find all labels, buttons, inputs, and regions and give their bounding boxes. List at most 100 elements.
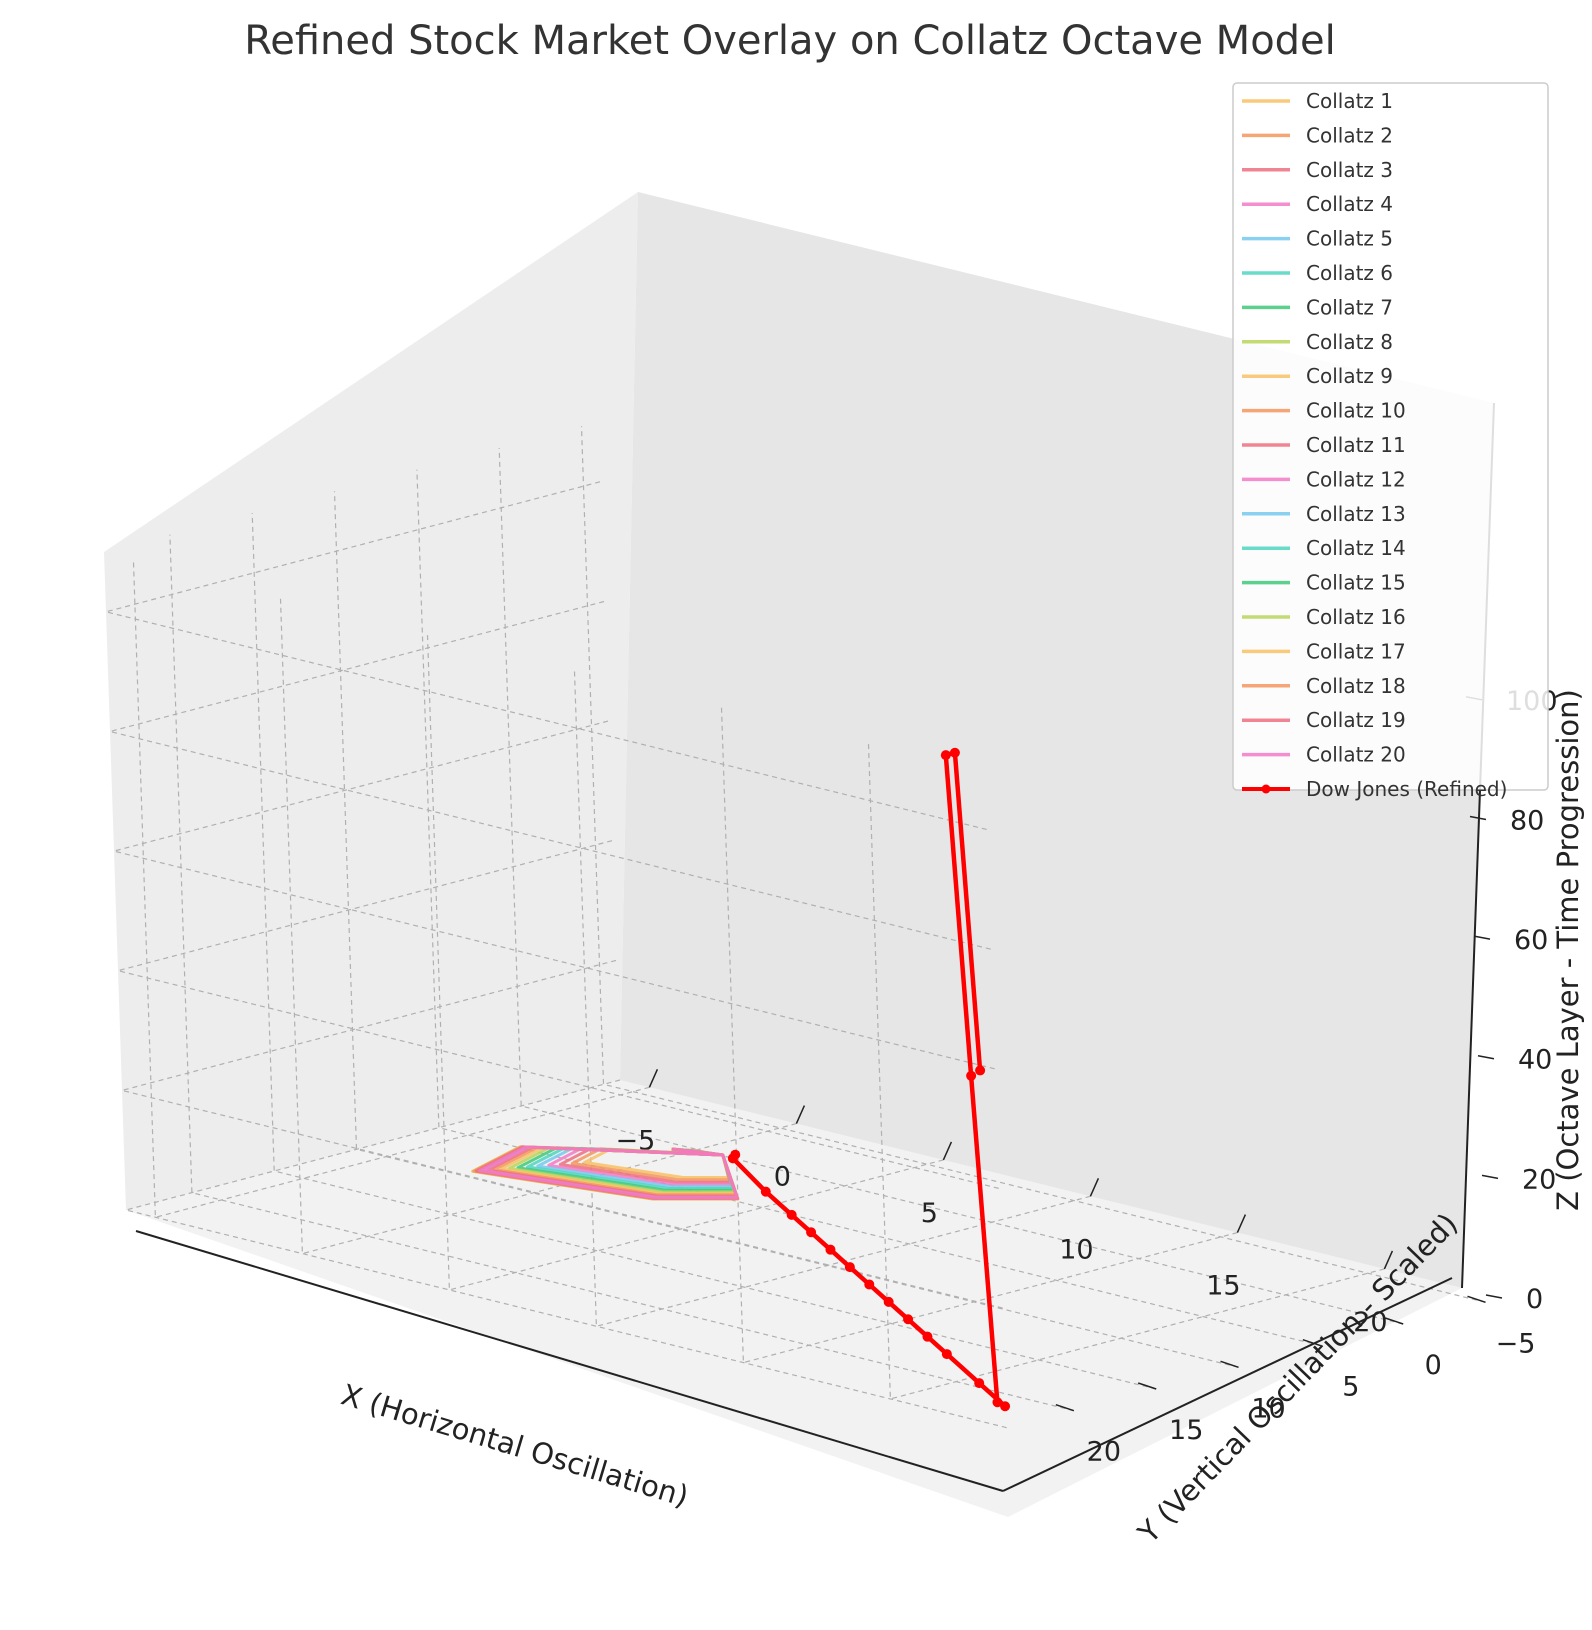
legend-label: Collatz 9 [1306, 364, 1393, 388]
legend-label: Collatz 5 [1306, 227, 1393, 251]
dow-point [883, 1296, 894, 1307]
x-tick-label: 15 [1206, 1271, 1240, 1302]
x-tick [942, 1141, 953, 1161]
y-tick [1220, 1360, 1239, 1369]
grid-line [867, 740, 1385, 1400]
y-tick-label: 20 [1087, 1437, 1121, 1468]
legend-entry: Collatz 5 [1242, 227, 1393, 251]
legend-label: Collatz 1 [1306, 89, 1393, 113]
grid-line [121, 959, 1005, 1309]
series-lines [471, 747, 1011, 1412]
legend-entry: Collatz 2 [1242, 123, 1393, 147]
dow-point [786, 1209, 797, 1220]
dow-point [949, 747, 960, 758]
legend-entry: Collatz 4 [1242, 192, 1393, 216]
y-tick [1055, 1403, 1075, 1412]
legend-label: Collatz 8 [1306, 330, 1393, 354]
dow-point [760, 1186, 771, 1197]
dow-point [806, 1227, 817, 1238]
dow-point [992, 1397, 1003, 1408]
legend-entry: Collatz 11 [1242, 433, 1406, 457]
x-axis-line [135, 1230, 1004, 1492]
dow-point [844, 1262, 855, 1273]
legend-entry: Collatz 9 [1242, 364, 1393, 388]
grid-line [117, 840, 1001, 1190]
grid-line [105, 481, 989, 831]
back-left-pane [104, 192, 638, 1210]
grid-line [125, 1079, 1009, 1429]
dow-point [727, 1153, 738, 1164]
legend-entry: Collatz 20 [1242, 743, 1406, 767]
legend-label: Collatz 18 [1306, 674, 1406, 698]
dow-point [903, 1314, 914, 1325]
y-tick-label: 0 [1425, 1350, 1442, 1381]
dow-point [1000, 1401, 1011, 1412]
legend-entry: Collatz 13 [1242, 502, 1406, 526]
x-tick [1383, 1250, 1394, 1270]
legend: Collatz 1 Collatz 2 Collatz 3 Collatz 4 Coll… [1232, 82, 1549, 801]
legend-entry: Collatz 14 [1242, 536, 1406, 560]
y-tick-label: 15 [1169, 1415, 1203, 1446]
grid-line [113, 720, 997, 1070]
legend-label: Collatz 6 [1306, 261, 1393, 285]
grid-lines [105, 426, 1486, 1429]
legend-swatch-marker [1261, 784, 1271, 794]
x-tick [1236, 1214, 1247, 1233]
x-tick-label: 5 [921, 1198, 938, 1229]
z-tick [1477, 1054, 1495, 1060]
legend-label: Collatz 7 [1306, 295, 1393, 319]
y-tick [1137, 1382, 1157, 1390]
z-tick-label: 40 [1518, 1045, 1552, 1076]
legend-entry: Collatz 15 [1242, 571, 1406, 595]
x-tick [648, 1068, 659, 1088]
grid-line [109, 600, 993, 951]
legend-label: Collatz 4 [1306, 192, 1393, 216]
legend-entry: Collatz 10 [1242, 399, 1406, 423]
legend-label: Collatz 17 [1306, 639, 1406, 663]
legend-label: Collatz 20 [1306, 743, 1406, 767]
x-tick-label: 0 [774, 1162, 791, 1193]
legend-label: Collatz 12 [1306, 467, 1406, 491]
z-tick [1485, 1294, 1503, 1299]
z-tick-label: 60 [1514, 925, 1548, 956]
dow-point [922, 1331, 933, 1342]
legend-entry: Collatz 16 [1242, 605, 1406, 629]
y-tick [1302, 1338, 1322, 1347]
legend-label: Collatz 2 [1306, 123, 1393, 147]
legend-entry: Collatz 1 [1242, 89, 1393, 113]
legend-label: Collatz 11 [1306, 433, 1406, 457]
x-tick-label: 20 [1353, 1307, 1387, 1338]
legend-entry: Collatz 7 [1242, 295, 1393, 319]
dow-point [941, 1349, 952, 1360]
legend-label: Collatz 3 [1306, 158, 1393, 182]
grid-line [720, 704, 1238, 1364]
dow-point [825, 1244, 836, 1255]
chart-title: Refined Stock Market Overlay on Collatz … [244, 18, 1336, 64]
legend-label: Collatz 15 [1306, 571, 1406, 595]
x-tick [1089, 1177, 1100, 1197]
grid-line [426, 631, 944, 1291]
grid-line [279, 595, 797, 1255]
legend-label: Collatz 10 [1306, 399, 1406, 423]
dow-point [864, 1279, 875, 1290]
x-tick-label: 10 [1059, 1234, 1093, 1265]
dow-point [966, 1070, 977, 1081]
legend-entry: Collatz 19 [1242, 708, 1406, 732]
grid-line [573, 668, 1091, 1328]
legend-entry: Collatz 8 [1242, 330, 1393, 354]
legend-box [1232, 82, 1549, 791]
legend-label: Collatz 16 [1306, 605, 1406, 629]
y-axis-line [1002, 1277, 1453, 1492]
legend-entry: Dow Jones (Refined) [1242, 777, 1507, 801]
y-tick-label: 5 [1342, 1372, 1359, 1403]
z-tick [1481, 1174, 1499, 1180]
z-axis-label: Z (Octave Layer - Time Progression) [1551, 689, 1585, 1211]
legend-entry: Collatz 3 [1242, 158, 1393, 182]
x-tick [795, 1105, 806, 1124]
z-tick-label: 0 [1526, 1284, 1543, 1315]
floor-pane [126, 1080, 1462, 1517]
legend-entry: Collatz 6 [1242, 261, 1393, 285]
collatz-series-line [478, 1145, 739, 1200]
dow-point [974, 1378, 985, 1389]
